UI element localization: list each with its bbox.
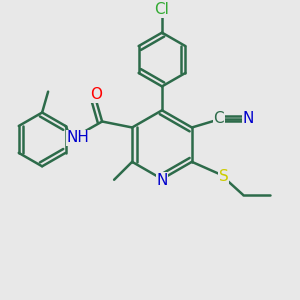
Text: O: O <box>90 87 102 102</box>
Text: N: N <box>243 111 254 126</box>
Text: S: S <box>218 169 228 184</box>
Text: NH: NH <box>67 130 90 146</box>
Text: C: C <box>214 111 224 126</box>
Text: Cl: Cl <box>154 2 169 17</box>
Text: N: N <box>156 173 168 188</box>
